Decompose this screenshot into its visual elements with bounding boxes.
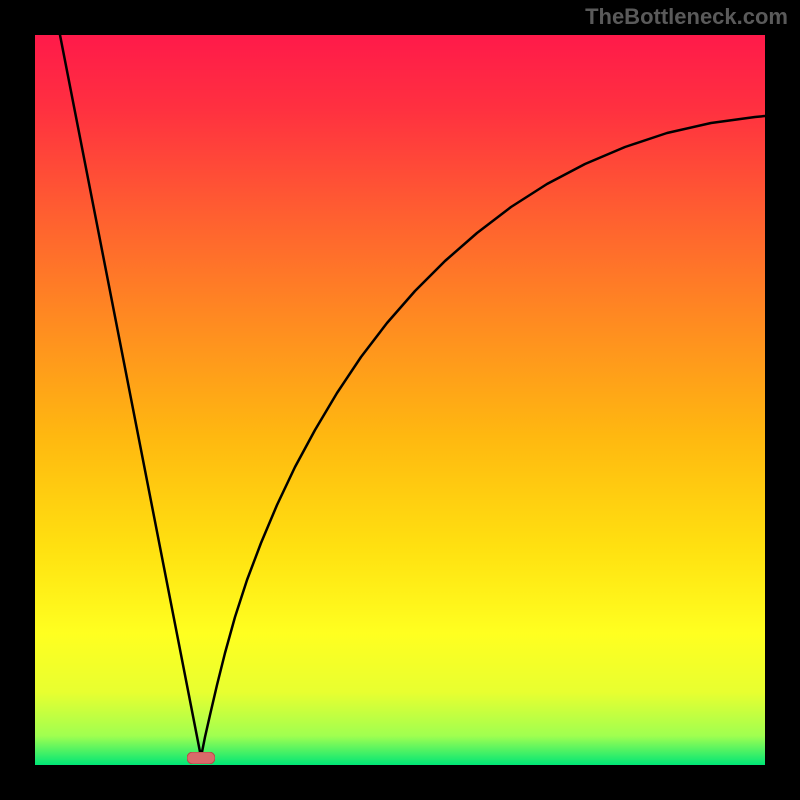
- chart-root: TheBottleneck.com: [0, 0, 800, 800]
- bottleneck-curve: [35, 35, 765, 765]
- watermark-text: TheBottleneck.com: [585, 4, 788, 30]
- plot-area: [35, 35, 765, 765]
- optimal-point-marker: [187, 752, 215, 764]
